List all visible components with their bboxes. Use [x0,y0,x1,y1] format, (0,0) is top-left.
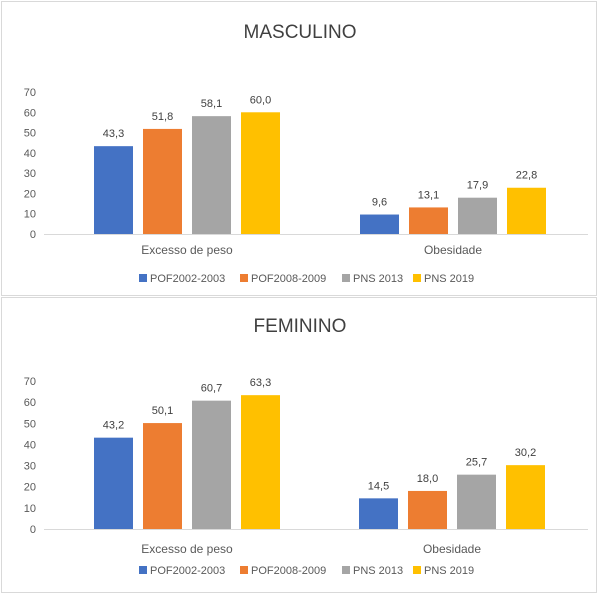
data-label: 50,1 [152,405,173,417]
data-label: 22,8 [516,170,537,182]
legend-label: PNS 2019 [424,565,474,577]
y-tick-label: 20 [24,482,36,494]
data-label: 51,8 [152,111,173,123]
data-label: 43,2 [103,420,124,432]
data-label: 58,1 [201,98,222,110]
legend-label: POF2008-2009 [251,565,326,577]
category-label: Obesidade [424,243,482,257]
y-tick-label: 30 [24,461,36,473]
y-tick-label: 60 [24,397,36,409]
legend-label: POF2008-2009 [251,273,326,285]
bar-pof2002-2003-obesidade [359,498,398,529]
y-tick-label: 0 [30,229,36,241]
legend-swatch [139,274,147,282]
data-label: 17,9 [467,180,488,192]
bar-pof2002-2003-obesidade [360,214,399,234]
y-tick-label: 10 [24,503,36,515]
data-label: 18,0 [417,473,438,485]
bar-pns-2013-excesso [192,116,231,234]
legend-swatch [342,274,350,282]
y-tick-label: 70 [24,87,36,99]
bar-pns-2013-obesidade [457,474,496,529]
y-tick-label: 40 [24,148,36,160]
legend-swatch [342,566,350,574]
bar-pof2008-2009-excesso [143,423,182,529]
bar-pof2002-2003-excesso [94,437,133,529]
legend-swatch [240,274,248,282]
data-label: 60,0 [250,94,271,106]
data-label: 14,5 [368,480,389,492]
category-label: Excesso de peso [141,542,233,556]
feminino-chart: FEMININO 0 10 20 30 40 50 60 70 43,2 50,1 60,7 63,3 E… [24,316,588,577]
bar-pns-2019-excesso [241,395,280,529]
y-tick-label: 50 [24,418,36,430]
legend-swatch [413,566,421,574]
data-label: 9,6 [372,197,387,209]
bar-pns-2019-obesidade [507,187,546,234]
data-label: 63,3 [250,377,271,389]
y-tick-label: 20 [24,188,36,200]
legend-label: PNS 2019 [424,273,474,285]
legend-swatch [139,566,147,574]
masculino-chart: MASCULINO 0 10 20 30 40 50 60 70 43,3 51,8 58,1 60,0… [24,22,588,285]
y-tick-label: 40 [24,439,36,451]
y-tick-label: 50 [24,128,36,140]
category-label: Excesso de peso [141,243,233,257]
legend-swatch [413,274,421,282]
bar-pof2008-2009-excesso [143,128,182,234]
category-label: Obesidade [423,542,481,556]
legend-label: PNS 2013 [353,565,403,577]
y-tick-label: 30 [24,168,36,180]
legend-label: PNS 2013 [353,273,403,285]
masculino-chart-panel: MASCULINO 0 10 20 30 40 50 60 70 43,3 51,8 58,1 60,0… [1,1,597,296]
bar-pns-2019-excesso [241,112,280,234]
legend-swatch [240,566,248,574]
y-tick-label: 60 [24,107,36,119]
data-label: 60,7 [201,383,222,395]
legend-label: POF2002-2003 [150,273,225,285]
bar-pof2008-2009-obesidade [408,490,447,529]
bar-pns-2019-obesidade [506,465,545,529]
data-label: 30,2 [515,447,536,459]
bar-pof2008-2009-obesidade [409,207,448,234]
data-label: 13,1 [418,189,439,201]
legend-label: POF2002-2003 [150,565,225,577]
feminino-chart-panel: FEMININO 0 10 20 30 40 50 60 70 43,2 50,1 60,7 63,3 E… [1,297,597,593]
y-tick-label: 0 [30,524,36,536]
data-label: 25,7 [466,457,487,469]
chart-title: FEMININO [254,316,347,337]
y-tick-label: 10 [24,209,36,221]
bar-pns-2013-obesidade [458,197,497,234]
data-label: 43,3 [103,128,124,140]
y-tick-label: 70 [24,376,36,388]
chart-title: MASCULINO [244,22,357,43]
bar-pof2002-2003-excesso [94,146,133,234]
bar-pns-2013-excesso [192,400,231,529]
